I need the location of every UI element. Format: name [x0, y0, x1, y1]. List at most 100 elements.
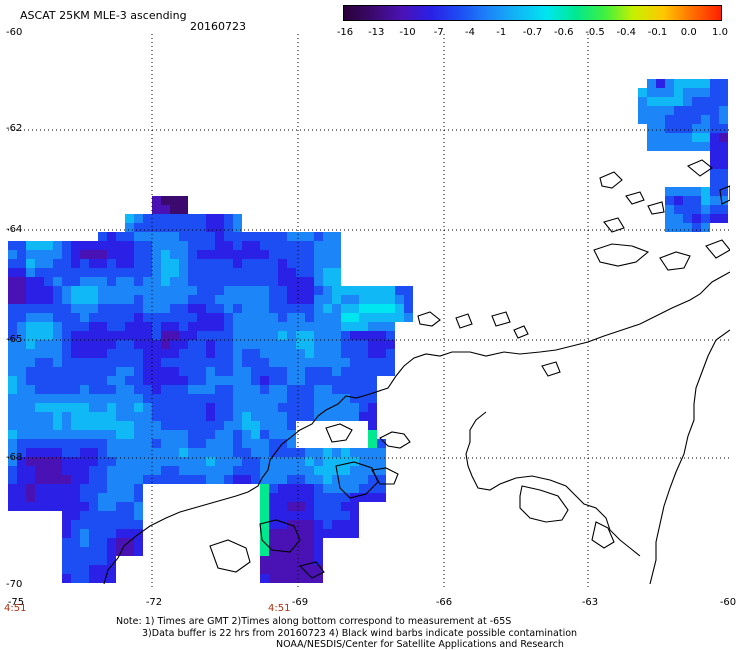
backscatter-cell	[341, 286, 350, 295]
backscatter-cell	[179, 466, 188, 475]
backscatter-cell	[62, 277, 71, 286]
backscatter-cell	[98, 304, 107, 313]
backscatter-cell	[188, 277, 197, 286]
backscatter-cell	[332, 331, 341, 340]
backscatter-cell	[71, 457, 80, 466]
backscatter-cell	[359, 331, 368, 340]
backscatter-cell	[665, 142, 674, 151]
backscatter-cell	[161, 295, 170, 304]
backscatter-cell	[314, 241, 323, 250]
backscatter-cell	[683, 196, 692, 205]
backscatter-cell	[359, 394, 368, 403]
backscatter-cell	[287, 394, 296, 403]
backscatter-cell	[287, 313, 296, 322]
backscatter-cell	[134, 304, 143, 313]
backscatter-cell	[107, 358, 116, 367]
backscatter-cell	[161, 223, 170, 232]
backscatter-cell	[215, 313, 224, 322]
backscatter-cell	[206, 394, 215, 403]
backscatter-cell	[170, 385, 179, 394]
backscatter-cell	[260, 565, 269, 574]
backscatter-cell	[692, 124, 701, 133]
backscatter-cell	[683, 106, 692, 115]
backscatter-cell	[179, 331, 188, 340]
backscatter-cell	[251, 313, 260, 322]
backscatter-cell	[62, 259, 71, 268]
backscatter-cell	[701, 115, 710, 124]
backscatter-cell	[107, 340, 116, 349]
backscatter-cell	[107, 430, 116, 439]
backscatter-cell	[125, 295, 134, 304]
backscatter-cell	[692, 196, 701, 205]
backscatter-cell	[116, 457, 125, 466]
backscatter-cell	[395, 295, 404, 304]
backscatter-cell	[134, 376, 143, 385]
backscatter-cell	[107, 268, 116, 277]
backscatter-cell	[8, 484, 17, 493]
backscatter-cell	[368, 484, 377, 493]
backscatter-cell	[224, 412, 233, 421]
backscatter-cell	[350, 529, 359, 538]
backscatter-cell	[224, 457, 233, 466]
backscatter-cell	[98, 502, 107, 511]
backscatter-cell	[161, 331, 170, 340]
backscatter-cell	[116, 349, 125, 358]
backscatter-cell	[674, 106, 683, 115]
backscatter-cell	[161, 466, 170, 475]
backscatter-cell	[71, 385, 80, 394]
backscatter-cell	[170, 412, 179, 421]
backscatter-cell	[287, 277, 296, 286]
backscatter-cell	[71, 511, 80, 520]
backscatter-cell	[116, 430, 125, 439]
backscatter-cell	[143, 403, 152, 412]
backscatter-cell	[251, 295, 260, 304]
backscatter-cell	[8, 241, 17, 250]
backscatter-cell	[287, 268, 296, 277]
backscatter-cell	[278, 475, 287, 484]
backscatter-cell	[674, 187, 683, 196]
backscatter-cell	[323, 475, 332, 484]
backscatter-cell	[215, 466, 224, 475]
backscatter-cell	[224, 331, 233, 340]
backscatter-cell	[134, 502, 143, 511]
footer-credit: NOAA/NESDIS/Center for Satellite Applica…	[276, 639, 564, 650]
backscatter-cell	[242, 430, 251, 439]
backscatter-cell	[17, 295, 26, 304]
backscatter-cell	[179, 367, 188, 376]
backscatter-cell	[107, 475, 116, 484]
backscatter-cell	[260, 259, 269, 268]
backscatter-cell	[143, 214, 152, 223]
backscatter-cell	[287, 403, 296, 412]
backscatter-cell	[170, 205, 179, 214]
backscatter-cell	[314, 331, 323, 340]
backscatter-cell	[179, 448, 188, 457]
backscatter-cell	[332, 232, 341, 241]
backscatter-cell	[8, 268, 17, 277]
backscatter-cell	[332, 457, 341, 466]
backscatter-cell	[143, 313, 152, 322]
backscatter-cell	[314, 448, 323, 457]
backscatter-cell	[683, 187, 692, 196]
backscatter-cell	[215, 295, 224, 304]
backscatter-cell	[215, 421, 224, 430]
lat-label-60: -60	[6, 27, 23, 38]
backscatter-cell	[701, 196, 710, 205]
backscatter-cell	[35, 421, 44, 430]
backscatter-cell	[134, 277, 143, 286]
backscatter-cell	[206, 457, 215, 466]
backscatter-cell	[296, 358, 305, 367]
backscatter-cell	[98, 286, 107, 295]
backscatter-cell	[8, 286, 17, 295]
backscatter-cell	[134, 493, 143, 502]
backscatter-cell	[161, 322, 170, 331]
backscatter-cell	[314, 502, 323, 511]
backscatter-cell	[323, 349, 332, 358]
backscatter-cell	[44, 439, 53, 448]
backscatter-cell	[98, 547, 107, 556]
backscatter-cell	[80, 511, 89, 520]
backscatter-cell	[296, 466, 305, 475]
backscatter-cell	[638, 97, 647, 106]
backscatter-cell	[368, 421, 377, 430]
backscatter-cell	[179, 250, 188, 259]
backscatter-cell	[161, 259, 170, 268]
